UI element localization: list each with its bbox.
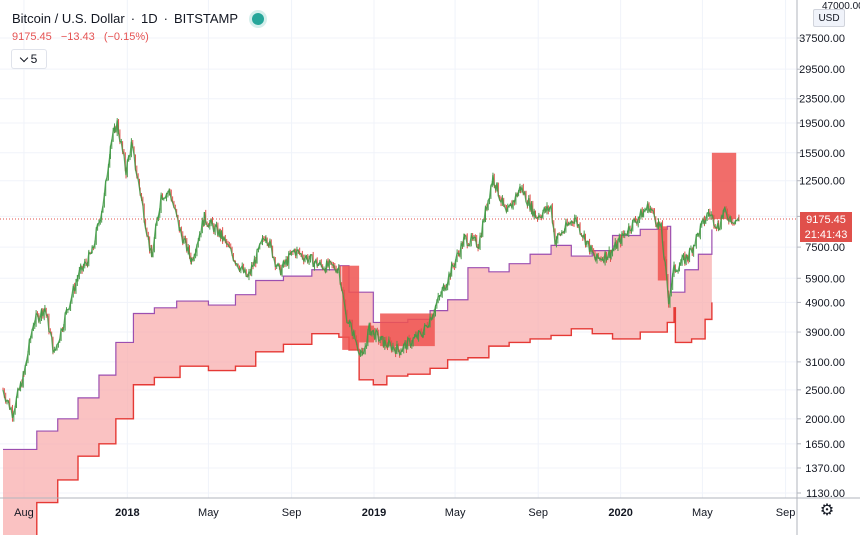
price-tick-label: 37500.00: [799, 33, 845, 45]
time-tick-label: May: [445, 507, 466, 519]
price-tick-label: 7500.00: [805, 242, 845, 254]
currency-badge[interactable]: USD: [813, 9, 845, 27]
price-tick-label: 12500.00: [799, 176, 845, 188]
gear-icon[interactable]: ⚙: [819, 502, 835, 519]
price-tick-label: 1370.00: [805, 463, 845, 475]
band-fill: [3, 226, 712, 535]
time-tick-label: 2019: [362, 507, 386, 519]
time-tick-label: May: [692, 507, 713, 519]
countdown-label: 21:41:43: [805, 229, 848, 241]
current-price-badge: [800, 212, 852, 227]
legend-separator: ·: [130, 11, 136, 26]
time-tick-label: Sep: [776, 507, 796, 519]
price-tick-label: 3900.00: [805, 327, 845, 339]
time-tick-label: 2020: [608, 507, 632, 519]
red-block: [657, 226, 668, 281]
symbol-name: Bitcoin / U.S. Dollar: [12, 11, 125, 26]
price-tick-label: 29500.00: [799, 64, 845, 76]
symbol-legend[interactable]: Bitcoin / U.S. Dollar · 1D · BITSTAMP: [12, 11, 265, 26]
time-tick-label: May: [198, 507, 219, 519]
time-tick-label: Sep: [528, 507, 548, 519]
time-axis: Aug 2018 May Sep 2019 May Sep 2020 May Sep: [14, 507, 795, 519]
price-tick-label: 2000.00: [805, 414, 845, 426]
symbol-exchange: BITSTAMP: [174, 11, 239, 26]
lower-band-line: [36, 302, 713, 535]
last-price: 9175.45: [12, 31, 52, 43]
time-tick-label: 2018: [115, 507, 139, 519]
symbol-interval: 1D: [141, 11, 158, 26]
price-change: −13.43: [60, 31, 95, 43]
top-partial-tick-label: 47000.00: [822, 1, 860, 12]
price-tick-label: 3100.00: [805, 357, 845, 369]
price-change-percent: (−0.15%): [103, 31, 149, 43]
indicator-count-dropdown[interactable]: 5: [11, 49, 47, 69]
indicator-count-value: 5: [30, 52, 38, 66]
price-tick-label: 4900.00: [805, 297, 845, 309]
legend-separator: ·: [163, 11, 169, 26]
quote-line: 9175.45 −13.43 (−0.15%): [12, 31, 155, 43]
chevron-down-icon: [19, 53, 28, 62]
price-line: [2, 120, 740, 419]
price-tick-label: 23500.00: [799, 94, 845, 106]
price-tick-label: 19500.00: [799, 118, 845, 130]
price-layer: [2, 118, 740, 422]
price-axis: 37500.00 29500.00 23500.00 19500.00 15500.00…: [797, 33, 845, 500]
price-tick-label: 5900.00: [805, 273, 845, 285]
red-block: [342, 265, 360, 350]
time-tick-label: Sep: [282, 507, 302, 519]
price-tick-label: 1650.00: [805, 439, 845, 451]
price-tick-label: 2500.00: [805, 385, 845, 397]
price-tick-label: 1130.00: [806, 488, 845, 500]
market-status-icon: [252, 12, 265, 25]
current-price-label: 9175.45: [806, 214, 846, 226]
price-tick-label: 15500.00: [799, 148, 845, 160]
time-tick-label: Aug: [14, 507, 34, 519]
countdown-badge: [800, 227, 852, 242]
